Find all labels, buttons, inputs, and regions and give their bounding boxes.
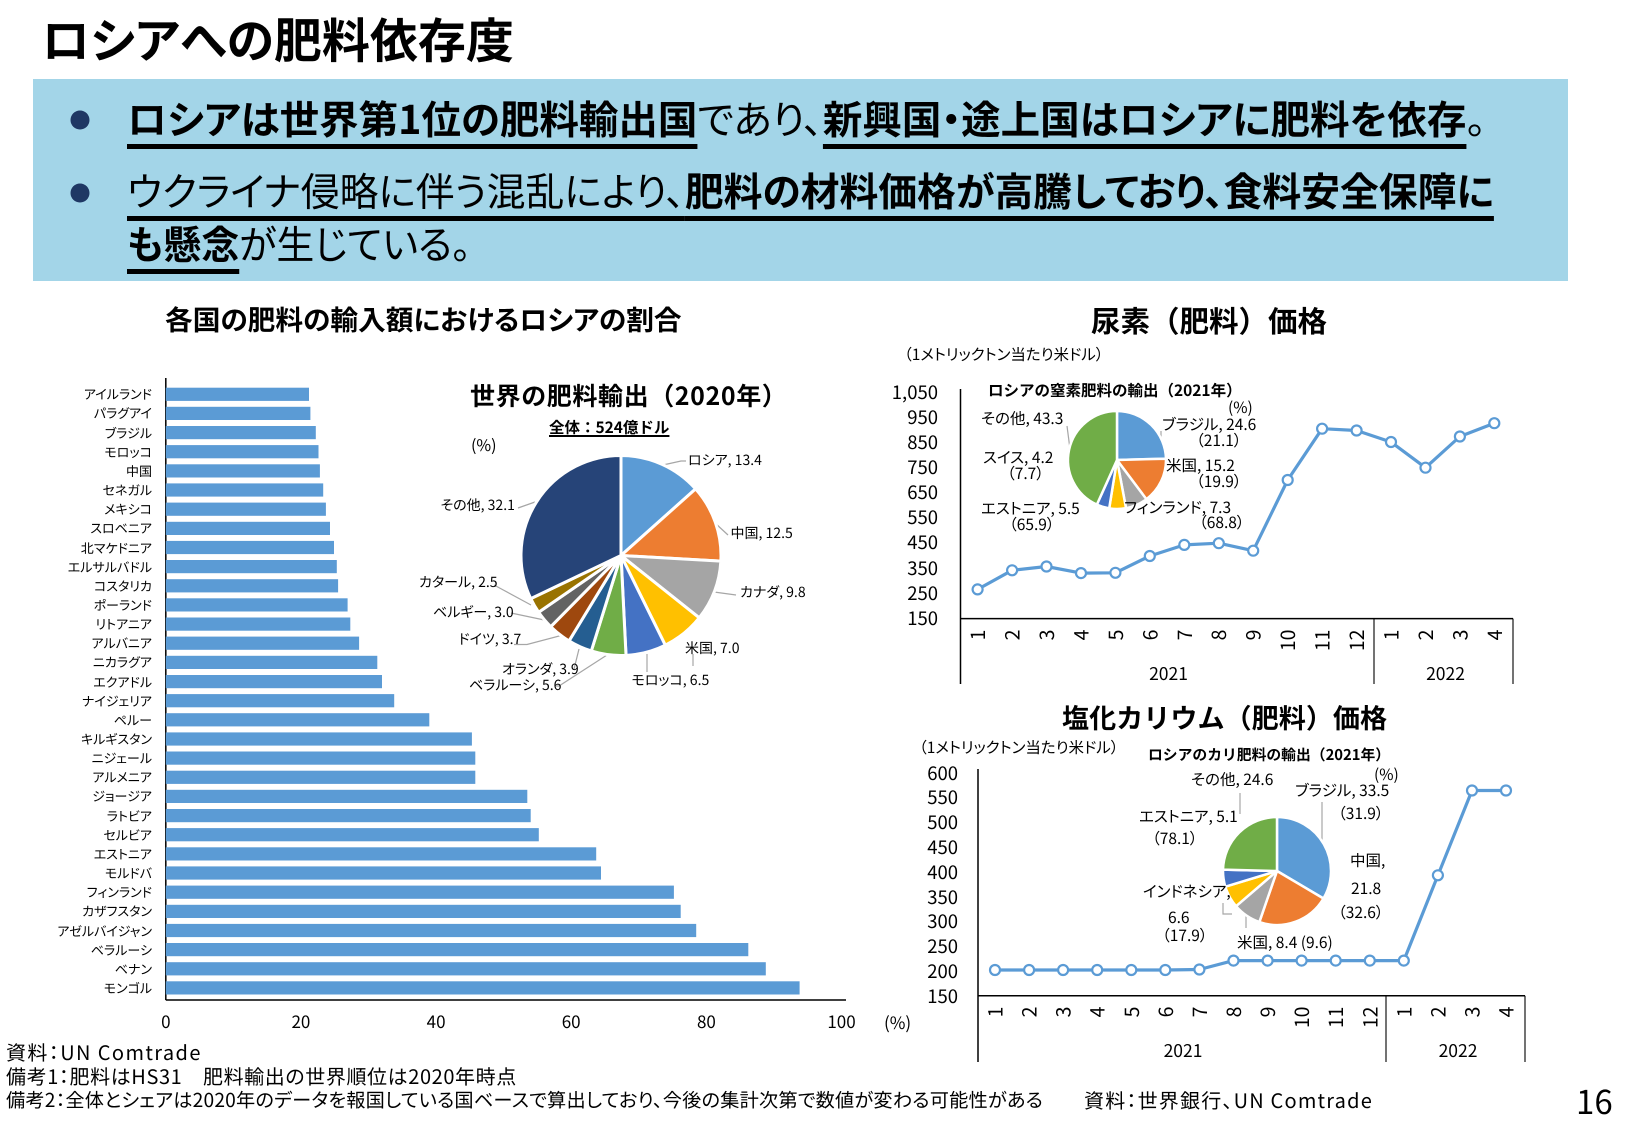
svg-text:2021: 2021	[1164, 1038, 1203, 1063]
svg-text:5: 5	[1116, 1007, 1145, 1018]
svg-text:10: 10	[1272, 630, 1301, 652]
svg-text:8: 8	[1218, 1007, 1247, 1018]
svg-text:11: 11	[1307, 630, 1336, 652]
svg-text:2: 2	[1014, 1007, 1043, 1018]
svg-text:12: 12	[1341, 630, 1370, 652]
svg-text:3: 3	[1031, 630, 1060, 641]
svg-text:2022: 2022	[1426, 661, 1465, 686]
svg-text:3: 3	[1048, 1007, 1077, 1018]
svg-text:2: 2	[1422, 1007, 1451, 1018]
svg-text:3: 3	[1457, 1007, 1486, 1018]
svg-text:4: 4	[1479, 629, 1508, 640]
svg-text:2: 2	[1410, 630, 1439, 641]
svg-text:9: 9	[1252, 1007, 1281, 1018]
svg-text:7: 7	[1169, 630, 1198, 641]
svg-text:1: 1	[1388, 1007, 1417, 1018]
svg-text:4: 4	[1082, 1006, 1111, 1017]
svg-text:11: 11	[1320, 1007, 1349, 1029]
svg-text:7: 7	[1184, 1007, 1213, 1018]
svg-text:1: 1	[1376, 630, 1405, 641]
svg-text:10: 10	[1286, 1007, 1315, 1029]
svg-text:2022: 2022	[1439, 1038, 1478, 1063]
svg-text:1: 1	[962, 630, 991, 641]
svg-text:2: 2	[997, 630, 1026, 641]
svg-text:8: 8	[1203, 630, 1232, 641]
svg-text:9: 9	[1238, 630, 1267, 641]
svg-text:4: 4	[1066, 629, 1095, 640]
svg-text:6: 6	[1150, 1007, 1179, 1018]
svg-text:5: 5	[1100, 630, 1129, 641]
svg-text:4: 4	[1491, 1006, 1520, 1017]
svg-text:12: 12	[1354, 1007, 1383, 1029]
svg-text:6: 6	[1134, 630, 1163, 641]
svg-text:1: 1	[980, 1007, 1009, 1018]
svg-text:3: 3	[1444, 630, 1473, 641]
svg-text:2021: 2021	[1149, 661, 1188, 686]
